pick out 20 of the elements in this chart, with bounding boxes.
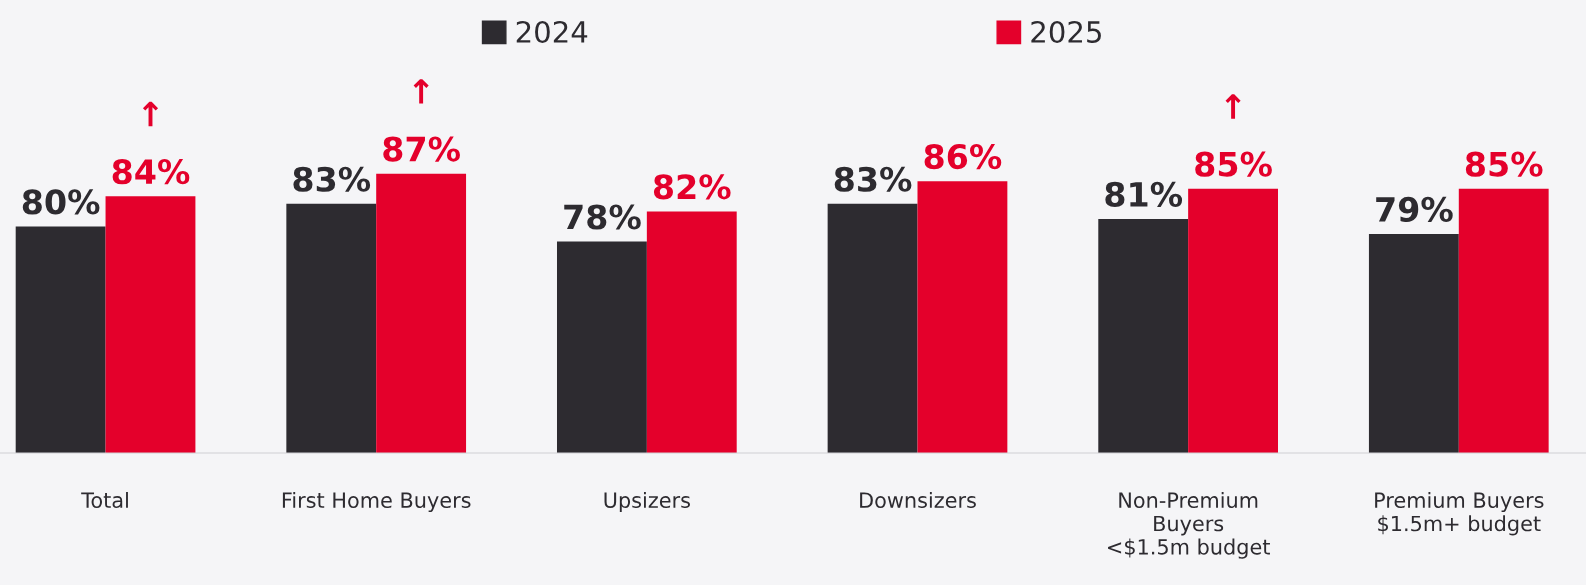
x-tick-label: First Home Buyers [282,491,471,513]
data-label: 80% [22,189,100,215]
x-tick-label: Downsizers [860,491,976,509]
x-tick-label: Total [81,491,128,509]
data-label: 79% [1376,196,1453,223]
x-tick-label: Premium Buyers $1.5m+ budget [1375,491,1544,536]
data-label: 78% [564,204,641,230]
legend-label: 2024 [516,20,588,43]
data-label: 82% [653,174,731,200]
x-tick-label: Upsizers [604,491,690,513]
data-label: 81% [1105,181,1183,207]
data-label: 83% [293,166,371,192]
data-label: ↑ 84% [112,101,190,185]
data-label: 83% [834,166,912,192]
data-label: ↑ 87% [383,79,460,162]
legend-label: 2025 [1031,20,1101,43]
data-label: 85% [1465,151,1543,177]
data-label: ↑ 85% [1195,94,1272,177]
data-label: 86% [924,143,1002,170]
x-tick-label: Non-Premium Buyers <$1.5m budget [1108,491,1270,559]
